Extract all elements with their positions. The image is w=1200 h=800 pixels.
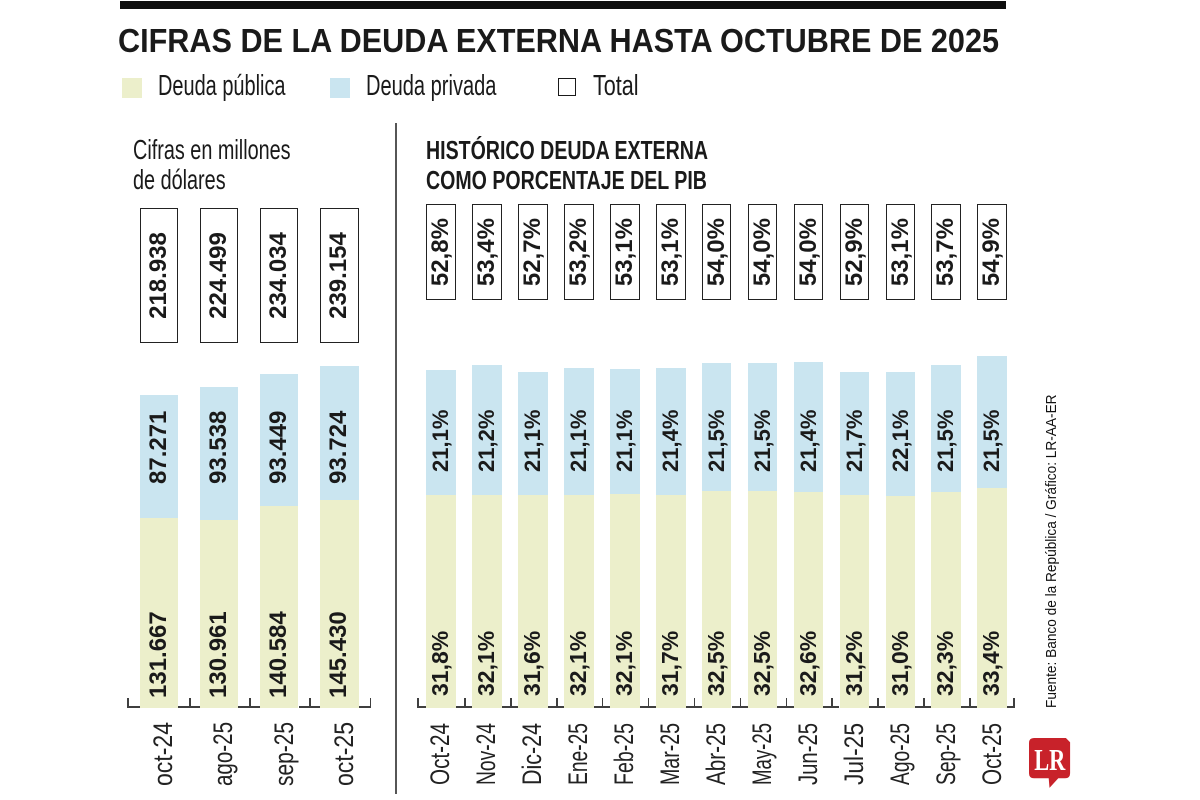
svg-text:LR: LR: [1034, 743, 1066, 777]
